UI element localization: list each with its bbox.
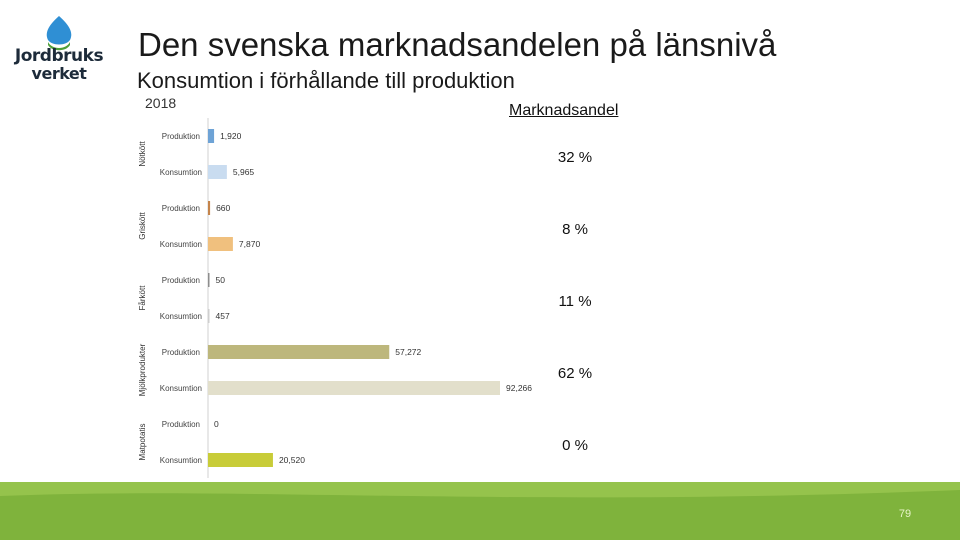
bar xyxy=(208,237,233,251)
market-share-value: 32 % xyxy=(558,149,592,166)
bar-label: Produktion xyxy=(162,132,200,141)
page-subtitle: Konsumtion i förhållande till produktion xyxy=(137,68,515,93)
category-label: Matpotatis xyxy=(138,424,147,461)
value-label: 57,272 xyxy=(395,347,421,357)
market-share-value: 8 % xyxy=(562,221,588,238)
jordbruksverket-logo-icon xyxy=(46,16,72,51)
category-label: Nötkött xyxy=(138,141,147,167)
bar-label: Produktion xyxy=(162,348,200,357)
bar-label: Produktion xyxy=(162,420,200,429)
value-label: 457 xyxy=(216,311,230,321)
bar xyxy=(208,381,500,395)
bar-label: Konsumtion xyxy=(160,312,202,321)
value-label: 5,965 xyxy=(233,167,255,177)
logo-text-line2: verket xyxy=(31,64,87,83)
page-title: Den svenska marknadsandelen på länsnivå xyxy=(138,26,777,63)
bar-label: Produktion xyxy=(162,204,200,213)
value-label: 50 xyxy=(216,275,226,285)
bar xyxy=(208,129,215,143)
value-label: 20,520 xyxy=(279,455,305,465)
bar-label: Konsumtion xyxy=(160,456,202,465)
bar-label: Konsumtion xyxy=(160,240,202,249)
market-share-value: 11 % xyxy=(558,293,591,310)
bar xyxy=(208,309,210,323)
category-label: Griskött xyxy=(138,211,147,239)
market-share-value: 62 % xyxy=(558,365,592,382)
value-label: 7,870 xyxy=(239,239,261,249)
bar xyxy=(208,165,227,179)
year-label: 2018 xyxy=(145,95,177,111)
value-label: 660 xyxy=(216,203,230,213)
bar-label: Konsumtion xyxy=(160,168,202,177)
category-label: Fårkött xyxy=(138,285,147,311)
page-number: 79 xyxy=(898,508,912,520)
footer-wave xyxy=(0,482,960,498)
bar xyxy=(208,345,390,359)
value-label: 92,266 xyxy=(506,383,532,393)
bar xyxy=(208,273,210,287)
bar xyxy=(208,453,273,467)
market-share-value: 0 % xyxy=(562,437,588,454)
value-label: 1,920 xyxy=(220,131,242,141)
bar-label: Konsumtion xyxy=(160,384,202,393)
market-share-header: Marknadsandel xyxy=(509,102,619,119)
value-label: 0 xyxy=(214,419,219,429)
category-label: Mjölkprodukter xyxy=(138,343,147,396)
logo-text-line1: Jordbruks xyxy=(14,46,104,66)
footer-band xyxy=(0,482,960,540)
bar-label: Produktion xyxy=(162,276,200,285)
bar xyxy=(208,201,211,215)
